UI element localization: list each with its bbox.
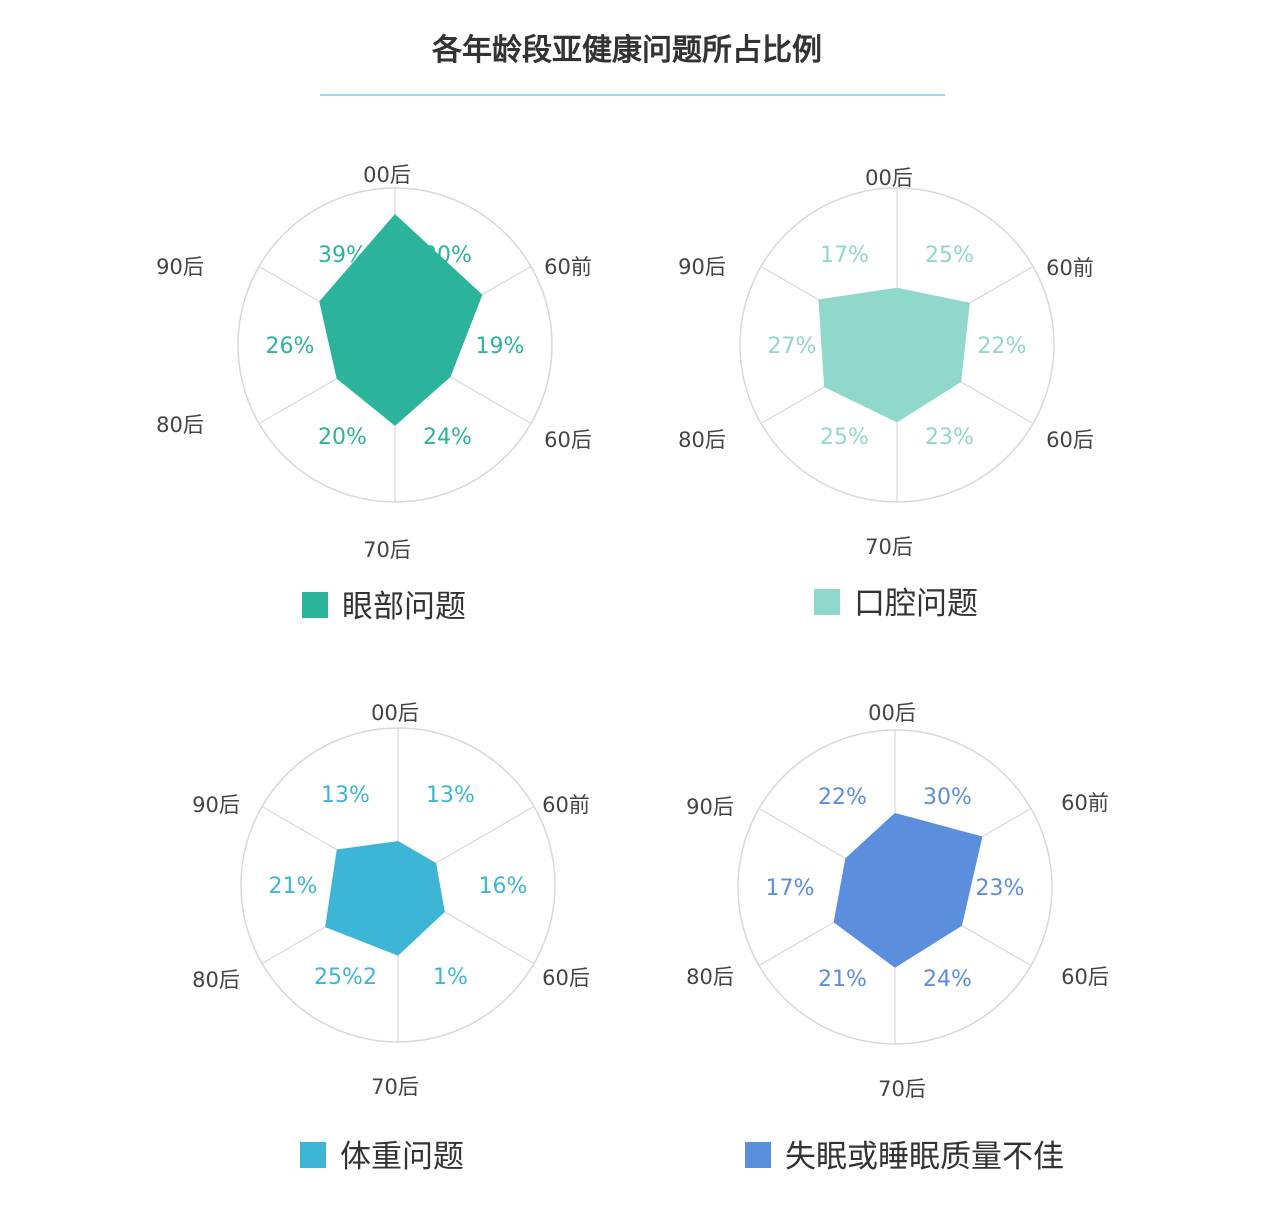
data-label: 23% [976,876,1025,901]
radar-area [818,287,970,423]
legend-label: 口腔问题 [854,586,978,622]
legend-label: 体重问题 [340,1139,464,1175]
category-label: 60后 [542,966,590,990]
category-label: 90后 [678,255,726,279]
category-label: 60前 [1046,256,1094,280]
category-label: 00后 [868,701,916,725]
category-label: 00后 [865,166,913,190]
category-label: 90后 [686,795,734,819]
data-label: 16% [479,874,528,899]
category-label: 80后 [678,428,726,452]
category-label: 90后 [192,793,240,817]
radar-area [319,213,483,426]
chart-title: 各年龄段亚健康问题所占比例 [431,33,822,68]
data-label: 19% [476,334,525,359]
radar-chart-4: 22% 30% 23% 24% 21% 17% 00后 60前 60后 70后 80后 90后失眠或睡… [686,701,1109,1175]
data-label: 17% [820,243,869,268]
category-label: 60后 [1046,428,1094,452]
data-label: 24% [423,425,472,450]
category-label: 80后 [156,413,204,437]
legend-label: 失眠或睡眠质量不佳 [785,1139,1064,1175]
category-label: 70后 [371,1075,419,1099]
data-label: 30% [923,785,972,810]
data-label: 13% [426,783,475,808]
category-label: 90后 [156,255,204,279]
legend-swatch [814,589,840,615]
category-label: 00后 [363,163,411,187]
category-label: 80后 [192,968,240,992]
category-label: 60前 [542,793,590,817]
data-label: 39% [318,243,367,268]
category-label: 00后 [371,701,419,725]
radar-area [833,812,983,968]
legend-swatch [745,1142,771,1168]
legend: 体重问题 [300,1139,464,1175]
data-label: 21% [269,874,318,899]
data-label: 13% [321,783,370,808]
radar-area [325,841,445,956]
category-label: 70后 [363,538,411,562]
category-label: 60后 [1061,965,1109,989]
category-label: 80后 [686,965,734,989]
data-label: 25%2 [314,965,377,990]
data-label: 25% [820,425,869,450]
data-label: 30% [423,243,472,268]
data-label: 22% [818,785,867,810]
data-label: 21% [818,967,867,992]
data-label: 23% [925,425,974,450]
data-label: 26% [266,334,315,359]
category-label: 60前 [544,255,592,279]
data-label: 1% [433,965,468,990]
data-label: 22% [978,334,1027,359]
category-label: 60前 [1061,791,1109,815]
category-label: 60后 [544,428,592,452]
category-label: 70后 [878,1077,926,1101]
data-label: 17% [766,876,815,901]
data-label: 24% [923,967,972,992]
legend-swatch [300,1142,326,1168]
legend: 眼部问题 [302,589,466,625]
data-label: 27% [768,334,817,359]
legend-swatch [302,592,328,618]
legend-label: 眼部问题 [342,589,466,625]
legend: 口腔问题 [814,586,978,622]
category-label: 70后 [865,535,913,559]
data-label: 25% [925,243,974,268]
data-label: 20% [318,425,367,450]
legend: 失眠或睡眠质量不佳 [745,1139,1064,1175]
